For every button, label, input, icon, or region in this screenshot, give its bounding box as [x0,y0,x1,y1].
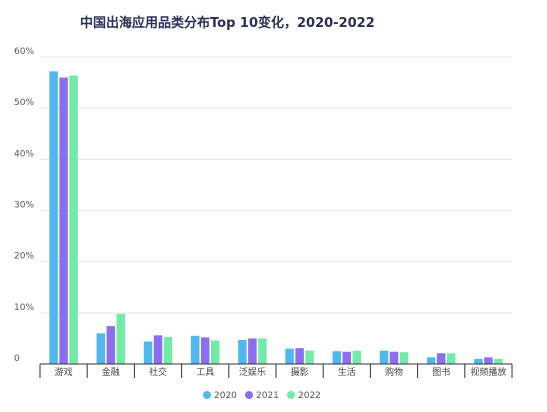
bar-2020 [426,357,436,364]
legend: 2020 2021 2022 [203,391,321,401]
legend-marker-2020 [203,391,211,399]
bar-2022 [116,313,126,364]
bar-2020 [96,333,106,364]
bar-2022 [305,350,314,364]
legend-marker-2021 [245,391,253,399]
legend-label-2022: 2022 [298,391,321,401]
bar-2020 [238,339,247,364]
bar-2020 [190,335,200,364]
x-category-label: 泛娱乐 [239,366,266,378]
bar-2021 [389,351,399,364]
x-category-label: 购物 [385,366,403,378]
y-tick-label: 50% [14,98,34,108]
gridlines [40,56,512,314]
y-tick-label: 60% [14,47,34,57]
chart-title: 中国出海应用品类分布Top 10变化，2020-2022 [80,15,375,31]
y-tick-label: 10% [14,303,34,313]
bar-2021 [106,326,116,364]
x-category-label: 图书 [432,367,450,378]
x-category-label: 摄影 [291,366,309,378]
bar-2022 [258,338,267,364]
x-category-label: 游戏 [55,366,73,378]
x-axis: 游戏 金融 社交 工具 泛娱乐 摄影 生活 购物 图书 视频播放 [39,363,513,378]
y-tick-label: 30% [14,201,34,211]
bar-2021 [436,353,446,364]
y-axis-ticks: 0 10% 20% 30% 40% 50% 60% [14,47,34,364]
bar-2021 [200,337,210,364]
bar-2022 [494,358,503,364]
x-category-label: 金融 [102,366,120,378]
bar-2021 [295,348,304,364]
bar-2021 [59,77,68,364]
bar-2020 [49,71,58,365]
bar-2022 [446,353,456,364]
bar-2020 [332,351,342,364]
bars [49,71,503,365]
y-tick-label: 20% [14,252,34,262]
y-tick-label: 0 [14,354,20,364]
bar-2021 [153,335,163,364]
bar-2022 [352,350,362,364]
bar-2021 [484,357,493,364]
bar-2020 [379,350,389,364]
bar-2021 [248,338,257,364]
x-category-label: 工具 [196,367,214,378]
bar-2020 [143,341,153,364]
bar-2022 [69,75,78,365]
bar-2020 [474,358,483,364]
legend-marker-2022 [287,391,295,399]
bar-2022 [399,352,409,364]
bar-2022 [163,336,173,364]
y-tick-label: 40% [14,149,34,159]
x-category-label: 生活 [338,366,356,378]
legend-label-2021: 2021 [256,391,279,401]
x-category-label: 视频播放 [470,366,506,378]
bar-2020 [285,348,294,364]
legend-label-2020: 2020 [214,391,237,401]
bar-2021 [342,351,352,364]
bar-2022 [210,340,220,364]
x-category-label: 社交 [149,366,167,378]
